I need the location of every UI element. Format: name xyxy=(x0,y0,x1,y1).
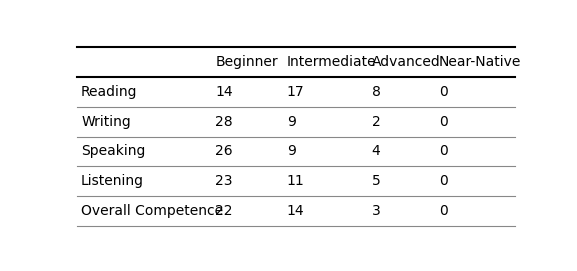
Text: Near-Native: Near-Native xyxy=(439,55,521,69)
Text: 3: 3 xyxy=(372,204,380,218)
Text: 22: 22 xyxy=(215,204,233,218)
Text: 11: 11 xyxy=(287,174,305,188)
Text: 14: 14 xyxy=(215,85,233,99)
Text: Beginner: Beginner xyxy=(215,55,278,69)
Text: 17: 17 xyxy=(287,85,305,99)
Text: Advanced: Advanced xyxy=(372,55,440,69)
Text: 28: 28 xyxy=(215,115,233,129)
Text: Writing: Writing xyxy=(81,115,131,129)
Text: Listening: Listening xyxy=(81,174,144,188)
Text: 0: 0 xyxy=(439,85,448,99)
Text: 26: 26 xyxy=(215,144,233,159)
Text: 0: 0 xyxy=(439,144,448,159)
Text: 9: 9 xyxy=(287,115,295,129)
Text: 8: 8 xyxy=(372,85,381,99)
Text: 0: 0 xyxy=(439,115,448,129)
Text: 0: 0 xyxy=(439,204,448,218)
Text: 0: 0 xyxy=(439,174,448,188)
Text: Speaking: Speaking xyxy=(81,144,145,159)
Text: 23: 23 xyxy=(215,174,233,188)
Text: Overall Competence: Overall Competence xyxy=(81,204,223,218)
Text: Reading: Reading xyxy=(81,85,137,99)
Text: 14: 14 xyxy=(287,204,305,218)
Text: 5: 5 xyxy=(372,174,380,188)
Text: 2: 2 xyxy=(372,115,380,129)
Text: 4: 4 xyxy=(372,144,380,159)
Text: Intermediate: Intermediate xyxy=(287,55,376,69)
Text: 9: 9 xyxy=(287,144,295,159)
